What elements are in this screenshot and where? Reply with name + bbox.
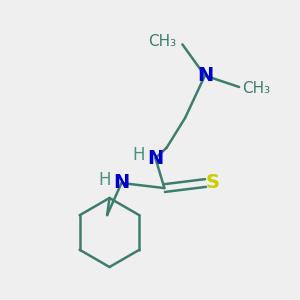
Text: CH₃: CH₃	[148, 34, 176, 49]
Text: N: N	[113, 173, 130, 193]
Text: N: N	[147, 148, 164, 168]
Text: CH₃: CH₃	[242, 81, 270, 96]
Text: N: N	[197, 66, 213, 85]
Text: S: S	[206, 173, 220, 193]
Text: H: H	[99, 171, 111, 189]
Text: H: H	[133, 146, 145, 164]
